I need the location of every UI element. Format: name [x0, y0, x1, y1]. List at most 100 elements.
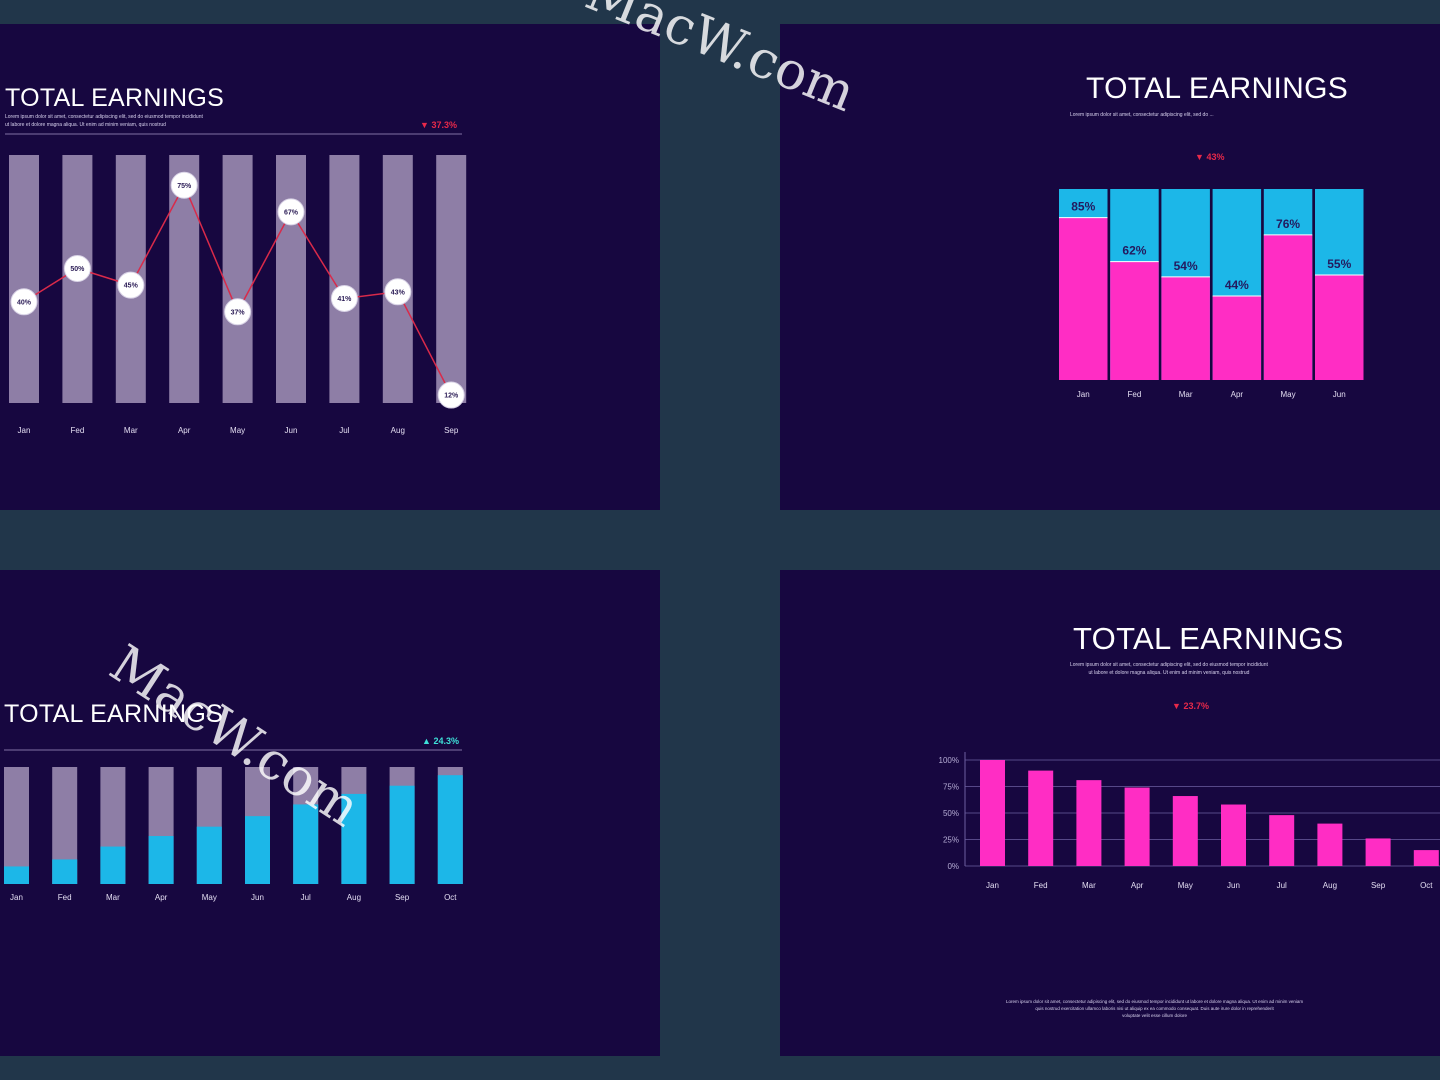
bar — [1161, 276, 1210, 380]
x-tick-label: May — [1280, 390, 1295, 399]
y-tick-label: 50% — [943, 809, 959, 818]
bar — [1317, 823, 1343, 866]
x-tick-label: Jan — [10, 893, 23, 902]
bar-remainder — [4, 767, 29, 884]
change-indicator: ▼ 37.3% — [420, 120, 457, 130]
x-tick-label: Fed — [1128, 390, 1142, 399]
data-label: 45% — [124, 283, 139, 290]
chart-panel-earnings-decline: TOTAL EARNINGS Lorem ipsum dolor sit ame… — [780, 570, 1440, 1056]
x-tick-label: Jun — [1227, 881, 1240, 890]
bar — [1028, 770, 1054, 866]
chart-plot: Jan Fed Mar Apr May Jun Jul Aug Sep Oct — [4, 749, 463, 902]
data-label: 76% — [1276, 217, 1300, 231]
arrow-down-icon: ▼ — [1172, 701, 1181, 711]
chart-plot: Jan Fed Mar Apr May Jun Jul Aug Sep 40% 50% 45% 75% 3… — [5, 133, 467, 435]
data-label: 41% — [337, 296, 352, 303]
x-tick-label: Aug — [391, 426, 405, 435]
bar — [389, 785, 415, 884]
x-tick-label: May — [202, 893, 217, 902]
bar — [1172, 796, 1198, 866]
x-tick-label: Jul — [1277, 881, 1287, 890]
change-indicator: ▼ 43% — [1195, 152, 1224, 162]
x-tick-label: Apr — [1231, 390, 1244, 399]
bar — [1110, 261, 1159, 380]
bar — [222, 155, 253, 403]
footer-line: Lorem ipsum dolor sit amet, consectetur … — [1006, 999, 1304, 1004]
data-point — [170, 171, 198, 199]
change-value: 43% — [1206, 152, 1225, 162]
data-label: 75% — [177, 183, 192, 190]
x-tick-label: Sep — [444, 426, 459, 435]
change-value: 24.3% — [433, 736, 459, 746]
change-indicator: ▲ 24.3% — [422, 736, 459, 746]
data-point — [384, 278, 412, 306]
data-point — [330, 284, 358, 312]
x-tick-label: Apr — [155, 893, 168, 902]
chart-subtitle-line: Lorem ipsum dolor sit amet, consectetur … — [5, 114, 203, 120]
x-tick-label: May — [1178, 881, 1193, 890]
data-point — [117, 271, 145, 299]
chart-plot: 0% 25% 50% 75% 100% Jan Fed Mar Apr May Jun Jul Aug S… — [939, 752, 1440, 890]
bar — [1269, 815, 1295, 866]
chart-panel-earnings-progress: TOTAL EARNINGS ▲ 24.3% Jan Fed Mar Apr May Ju… — [0, 570, 660, 1056]
chart-title: TOTAL EARNINGS — [1073, 621, 1344, 656]
chart-subtitle-line: ut labore et dolore magna aliqua. Ut eni… — [1088, 670, 1250, 676]
x-tick-label: Jul — [301, 893, 311, 902]
chart-subtitle: Lorem ipsum dolor sit amet, consectetur … — [1070, 111, 1214, 119]
arrow-down-icon: ▼ — [420, 120, 429, 130]
x-tick-label: Jun — [285, 426, 298, 435]
chart-subtitle-line: ut labore et dolore magna aliqua. Ut eni… — [5, 122, 166, 128]
x-tick-label: Aug — [347, 893, 361, 902]
bar — [1124, 787, 1150, 866]
data-label: 43% — [391, 289, 406, 296]
data-label: 44% — [1225, 278, 1249, 292]
bar — [196, 826, 222, 884]
bar — [1212, 295, 1262, 380]
change-value: 23.7% — [1183, 701, 1209, 711]
chart-subtitle-line: Lorem ipsum dolor sit amet, consectetur … — [1070, 662, 1268, 668]
chart-plot: 85% Jan 62% Fed 54% Mar 44% Apr 76% May 55% Jun — [1059, 189, 1364, 399]
data-label: 67% — [284, 209, 299, 216]
chart-subtitle: Lorem ipsum dolor sit amet, consectetur … — [1070, 661, 1268, 677]
data-label: 12% — [444, 393, 459, 400]
bar — [437, 775, 463, 884]
data-label: 62% — [1122, 244, 1146, 258]
y-tick-label: 100% — [939, 756, 959, 765]
bar — [1365, 838, 1391, 866]
y-tick-label: 75% — [943, 783, 959, 792]
chart-subtitle: Lorem ipsum dolor sit amet, consectetur … — [5, 113, 203, 129]
bar — [1315, 274, 1364, 380]
data-label: 40% — [17, 299, 32, 306]
x-tick-label: Mar — [1082, 881, 1096, 890]
change-value: 37.3% — [431, 120, 457, 130]
data-point — [437, 381, 465, 409]
data-label: 54% — [1174, 259, 1198, 273]
x-tick-label: Jun — [1333, 390, 1346, 399]
data-label: 50% — [70, 266, 85, 273]
bar — [245, 816, 270, 884]
chart-subtitle-line: Lorem ipsum dolor sit amet, consectetur … — [1070, 112, 1214, 118]
x-tick-label: Sep — [395, 893, 410, 902]
x-tick-label: Sep — [1371, 881, 1386, 890]
change-indicator: ▼ 23.7% — [1172, 701, 1209, 711]
y-tick-label: 0% — [947, 862, 959, 871]
data-point — [63, 255, 91, 282]
bar — [4, 866, 29, 884]
bar — [1059, 217, 1108, 380]
data-label: 55% — [1327, 257, 1351, 271]
x-tick-label: Fed — [71, 426, 85, 435]
chart-footer-text: Lorem ipsum dolor sit amet, consectetur … — [1006, 998, 1303, 1020]
y-tick-label: 25% — [943, 836, 959, 845]
bar — [329, 155, 360, 403]
x-tick-label: Jan — [986, 881, 999, 890]
x-tick-label: Jun — [251, 893, 264, 902]
x-tick-label: Apr — [1131, 881, 1144, 890]
chart-title: TOTAL EARNINGS — [1086, 72, 1349, 105]
bar — [293, 804, 319, 884]
bar — [148, 836, 174, 884]
footer-line: voluptate velit esse cillum dolore — [1122, 1013, 1187, 1019]
arrow-down-icon: ▼ — [1195, 152, 1204, 162]
data-label: 85% — [1071, 200, 1095, 214]
x-tick-label: Fed — [1034, 881, 1048, 890]
data-point — [277, 198, 305, 226]
